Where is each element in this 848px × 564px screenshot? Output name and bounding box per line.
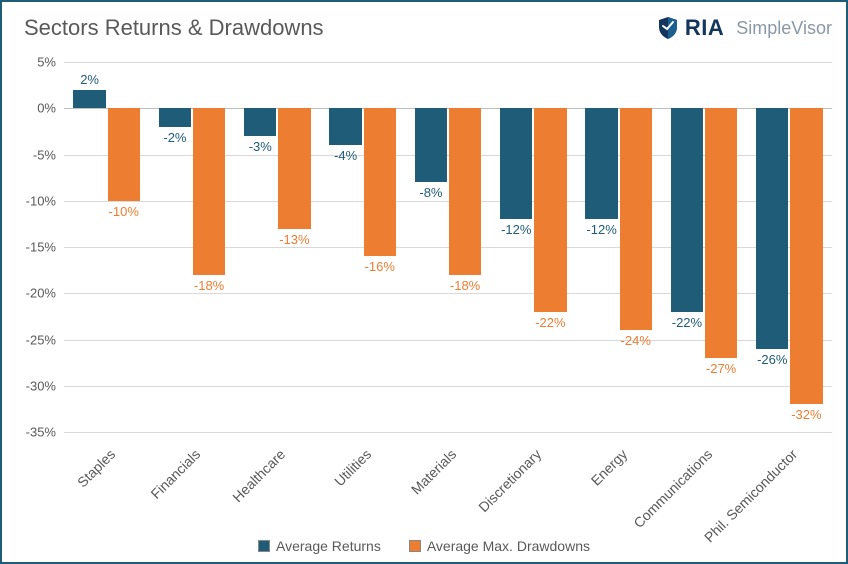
y-axis-tick-label: -30% [26,378,64,393]
value-label-drawdowns: -18% [450,278,480,293]
category-label: Materials [408,446,459,497]
y-axis-tick-label: -20% [26,286,64,301]
value-label-returns: -22% [672,315,702,330]
value-label-drawdowns: -32% [791,407,821,422]
category-label: Staples [74,446,118,490]
y-axis-tick-label: 0% [37,101,64,116]
value-label-returns: -12% [586,222,616,237]
y-axis-tick-label: -35% [26,425,64,440]
legend-item-drawdowns: Average Max. Drawdowns [409,538,590,554]
value-label-returns: -2% [163,130,186,145]
category-label: Utilities [331,446,374,489]
value-label-drawdowns: -16% [365,259,395,274]
shield-icon [657,16,679,40]
value-label-drawdowns: -13% [279,232,309,247]
category-label: Healthcare [229,446,288,505]
y-axis-tick-label: -25% [26,332,64,347]
gridline [64,62,832,63]
gridline [64,386,832,387]
value-label-returns: -12% [501,222,531,237]
category-label: Discretionary [476,446,545,515]
chart-frame: Sectors Returns & Drawdowns RIA SimpleVi… [0,0,848,564]
legend-swatch-drawdowns [409,540,421,552]
bar-drawdowns [705,108,737,358]
legend-item-returns: Average Returns [258,538,381,554]
bar-drawdowns [534,108,566,312]
bar-returns [585,108,617,219]
legend-swatch-returns [258,540,270,552]
category-label: Financials [147,446,203,502]
legend-label-drawdowns: Average Max. Drawdowns [427,538,590,554]
value-label-drawdowns: -24% [621,333,651,348]
bar-drawdowns [449,108,481,275]
brand-simplevisor-text: SimpleVisor [736,18,832,39]
category-label: Phil. Semiconductor [701,446,800,545]
value-label-returns: -26% [757,352,787,367]
bar-returns [415,108,447,182]
bar-returns [159,108,191,127]
bar-returns [671,108,703,312]
y-axis-tick-label: 5% [37,55,64,70]
value-label-returns: -8% [419,185,442,200]
bar-drawdowns [193,108,225,275]
bar-drawdowns [108,108,140,201]
y-axis-tick-label: -5% [33,147,64,162]
bar-drawdowns [278,108,310,228]
legend-label-returns: Average Returns [276,538,381,554]
value-label-drawdowns: -10% [109,204,139,219]
bar-returns [756,108,788,349]
y-axis-tick-label: -15% [26,240,64,255]
plot-area: 5%0%-5%-10%-15%-20%-25%-30%-35%2%-10%Sta… [64,62,832,432]
legend: Average Returns Average Max. Drawdowns [2,538,846,554]
value-label-drawdowns: -18% [194,278,224,293]
chart-title: Sectors Returns & Drawdowns [24,15,324,41]
bar-drawdowns [620,108,652,330]
brand-block: RIA SimpleVisor [657,15,832,41]
bar-drawdowns [364,108,396,256]
header: Sectors Returns & Drawdowns RIA SimpleVi… [24,12,832,44]
value-label-returns: 2% [80,72,99,87]
category-label: Communications [630,446,715,531]
value-label-returns: -3% [249,139,272,154]
bar-returns [500,108,532,219]
bar-returns [244,108,276,136]
value-label-returns: -4% [334,148,357,163]
value-label-drawdowns: -22% [535,315,565,330]
bar-returns [73,90,105,109]
bar-returns [329,108,361,145]
bar-drawdowns [790,108,822,404]
brand-ria-text: RIA [685,15,724,41]
y-axis-tick-label: -10% [26,193,64,208]
category-label: Energy [587,446,630,489]
value-label-drawdowns: -27% [706,361,736,376]
gridline [64,432,832,433]
